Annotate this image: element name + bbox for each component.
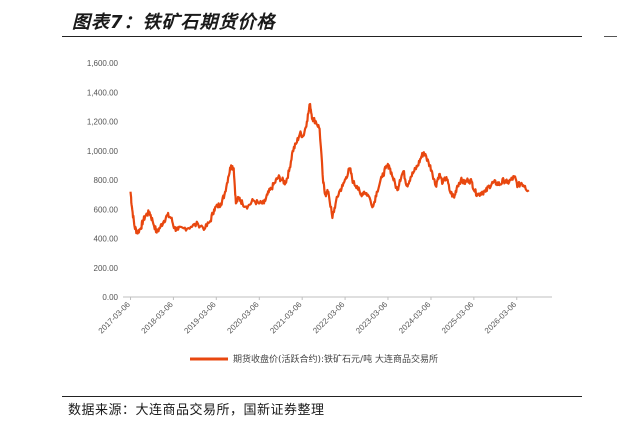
y-tick-label: 1,400.00 [87,88,119,97]
x-tick-label: 2019-03-06 [182,300,218,336]
x-tick-label: 2025-03-06 [440,300,476,336]
y-tick-label: 400.00 [94,235,119,244]
series-line [129,102,530,235]
x-tick-label: 2022-03-06 [311,300,347,336]
y-tick-label: 1,000.00 [87,147,119,156]
x-tick-label: 2021-03-06 [268,300,304,336]
x-tick-label: 2026-03-06 [483,300,519,336]
x-tick-label: 2017-03-06 [97,300,133,336]
x-tick-label: 2020-03-06 [225,300,261,336]
y-tick-label: 1,200.00 [87,118,119,127]
y-tick-label: 600.00 [94,205,119,214]
figure-title: 图表7：铁矿石期货价格 [72,12,276,33]
data-source-note: 数据来源：大连商品交易所，国新证券整理 [68,403,325,418]
y-tick-label: 200.00 [94,264,119,273]
top-rule [62,36,582,37]
legend-label: 期货收盘价(活跃合约):铁矿石元/吨 大连商品交易所 [233,353,438,365]
x-tick-label: 2023-03-06 [354,300,390,336]
y-tick-label: 800.00 [94,176,119,185]
x-tick-label: 2024-03-06 [397,300,433,336]
top-rule-right-mark [604,36,617,37]
x-tick-label: 2018-03-06 [140,300,176,336]
y-tick-label: 0.00 [102,293,118,302]
y-tick-label: 1,600.00 [87,59,119,68]
bottom-rule [62,396,582,397]
